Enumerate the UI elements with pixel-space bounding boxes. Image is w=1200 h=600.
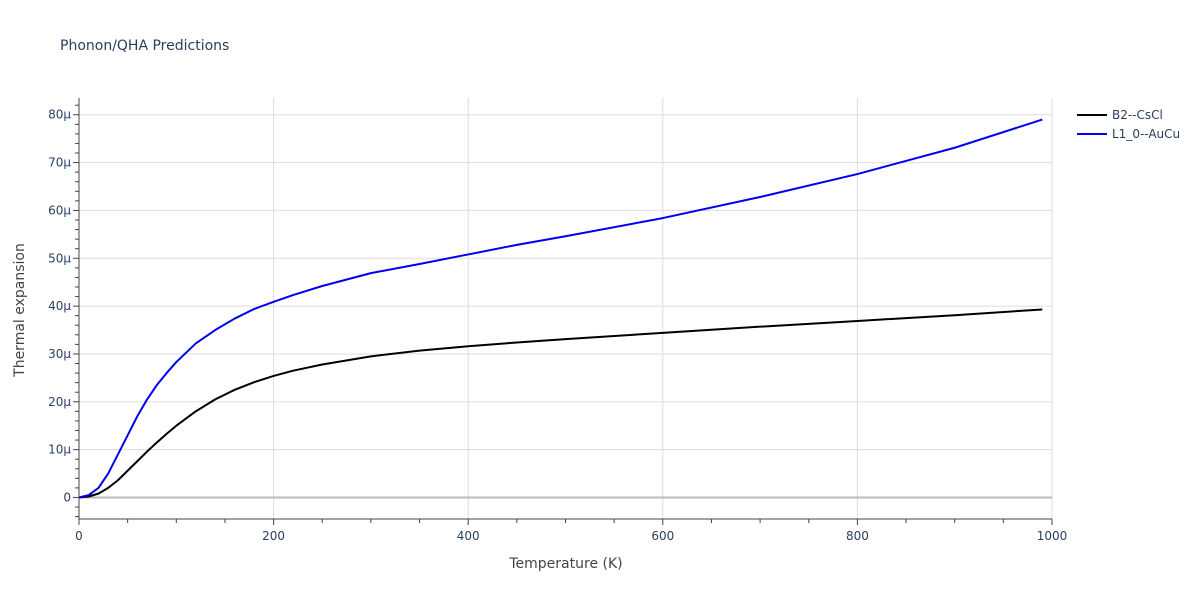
series-line-B2--CsCl[interactable]	[78, 308, 1043, 499]
legend-label: L1_0--AuCu	[1112, 127, 1180, 141]
axes	[73, 98, 1053, 525]
series-lines[interactable]	[78, 118, 1043, 499]
grid-lines	[79, 98, 1053, 519]
x-axis-title: Temperature (K)	[508, 556, 622, 572]
y-tick-label: 30μ	[48, 347, 71, 361]
x-tick-label: 1000	[1037, 529, 1068, 543]
y-tick-label: 10μ	[48, 443, 71, 457]
y-tick-label: 80μ	[48, 108, 71, 122]
y-tick-label: 60μ	[48, 203, 71, 217]
x-tick-label: 200	[262, 529, 285, 543]
x-tick-label: 400	[457, 529, 480, 543]
chart-title: Phonon/QHA Predictions	[60, 38, 229, 54]
y-tick-label: 70μ	[48, 156, 71, 170]
x-tick-label: 800	[846, 529, 869, 543]
y-tick-label: 0	[63, 490, 71, 504]
legend[interactable]: B2--CsCl L1_0--AuCu	[1077, 108, 1180, 141]
legend-item[interactable]: B2--CsCl	[1077, 108, 1163, 122]
x-axis-tick-labels: 0 200 400 600 800 1000	[75, 529, 1067, 543]
y-tick-label: 40μ	[48, 299, 71, 313]
x-tick-label: 0	[75, 529, 83, 543]
series-line-L1_0--AuCu[interactable]	[78, 118, 1043, 499]
legend-item[interactable]: L1_0--AuCu	[1077, 127, 1180, 141]
legend-label: B2--CsCl	[1112, 108, 1163, 122]
y-tick-label: 20μ	[48, 395, 71, 409]
x-tick-label: 600	[651, 529, 674, 543]
y-axis-title: Thermal expansion	[12, 243, 28, 378]
y-tick-label: 50μ	[48, 251, 71, 265]
y-axis-tick-labels: 0 10μ 20μ 30μ 40μ 50μ 60μ 70μ 80μ	[48, 108, 71, 505]
